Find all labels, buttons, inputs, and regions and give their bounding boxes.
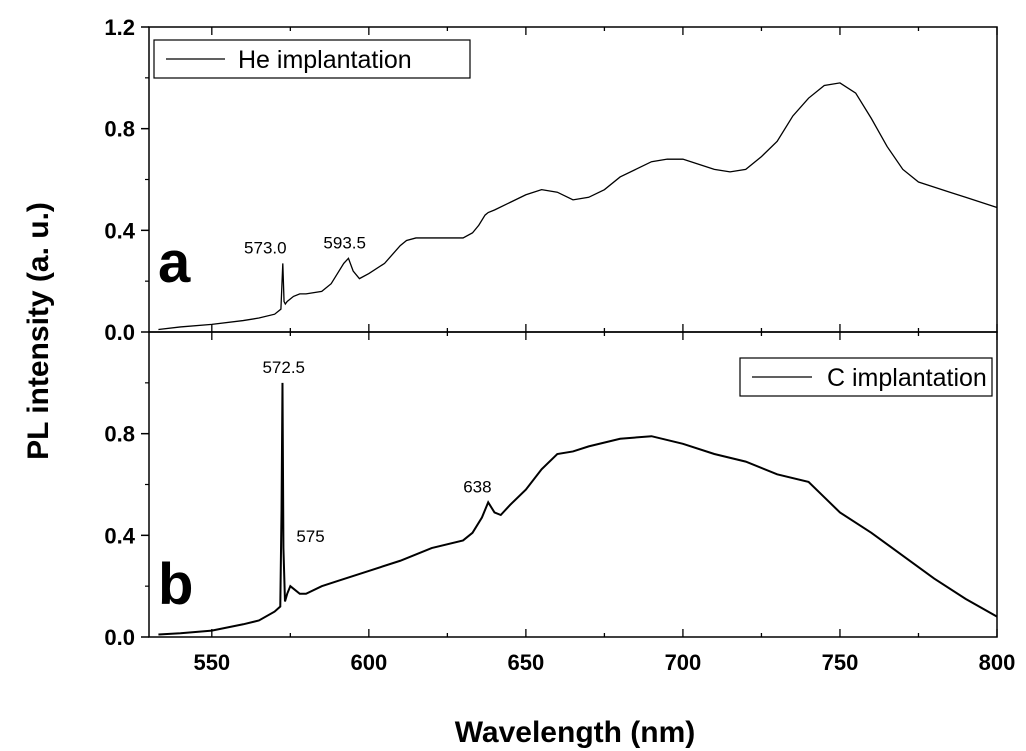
x-tick-label-5: 800 bbox=[979, 650, 1016, 675]
panel-a-annotations: 573.0 593.5 bbox=[244, 233, 366, 257]
y-tick-label-b-1: 0.4 bbox=[104, 523, 135, 548]
panel-a-letter: a bbox=[158, 230, 191, 295]
panel-b-legend: C implantation bbox=[739, 357, 993, 397]
panel-a-y-ticks: 0.0 0.4 0.8 1.2 bbox=[104, 15, 149, 345]
annotation-b-1: 575 bbox=[296, 527, 324, 546]
panel-b-x-ticks bbox=[211, 332, 998, 637]
y-tick-label-a-2: 0.8 bbox=[104, 117, 135, 142]
he-implantation-line bbox=[158, 82, 998, 331]
x-tick-label-2: 650 bbox=[508, 650, 545, 675]
x-tick-label-3: 700 bbox=[665, 650, 702, 675]
panel-b-y-ticks: 0.0 0.4 0.8 bbox=[104, 382, 149, 650]
panel-b-letter: b bbox=[158, 552, 193, 617]
panel-b-annotations: 572.5 575 638 bbox=[262, 358, 491, 546]
panel-a: 0.0 0.4 0.8 1.2 573.0 593.5 a He implantatio… bbox=[104, 15, 998, 345]
x-tick-label-0: 550 bbox=[193, 650, 230, 675]
y-tick-label-a-1: 0.4 bbox=[104, 218, 135, 243]
annotation-b-2: 638 bbox=[463, 477, 491, 496]
x-tick-label-1: 600 bbox=[350, 650, 387, 675]
annotation-b-0: 572.5 bbox=[262, 358, 305, 377]
panel-a-legend-label: He implantation bbox=[238, 46, 412, 74]
y-axis-title: PL intensity (a. u.) bbox=[22, 202, 55, 460]
panel-b-legend-label: C implantation bbox=[827, 364, 987, 392]
x-axis-title: Wavelength (nm) bbox=[455, 716, 696, 749]
y-tick-label-a-0: 0.0 bbox=[104, 320, 135, 345]
panel-b: 0.0 0.4 0.8 572.5 575 638 b C implantation bbox=[104, 331, 998, 650]
annotation-a-1: 593.5 bbox=[323, 233, 366, 252]
y-tick-label-b-2: 0.8 bbox=[104, 422, 135, 447]
y-tick-label-b-0: 0.0 bbox=[104, 625, 135, 650]
x-tick-labels: 550 600 650 700 750 800 bbox=[193, 650, 1015, 675]
y-tick-label-a-3: 1.2 bbox=[104, 15, 135, 40]
panel-a-x-ticks bbox=[211, 27, 998, 332]
annotation-a-0: 573.0 bbox=[244, 238, 287, 257]
panel-a-legend: He implantation bbox=[153, 39, 471, 79]
c-implantation-line bbox=[158, 382, 998, 636]
x-tick-label-4: 750 bbox=[822, 650, 859, 675]
